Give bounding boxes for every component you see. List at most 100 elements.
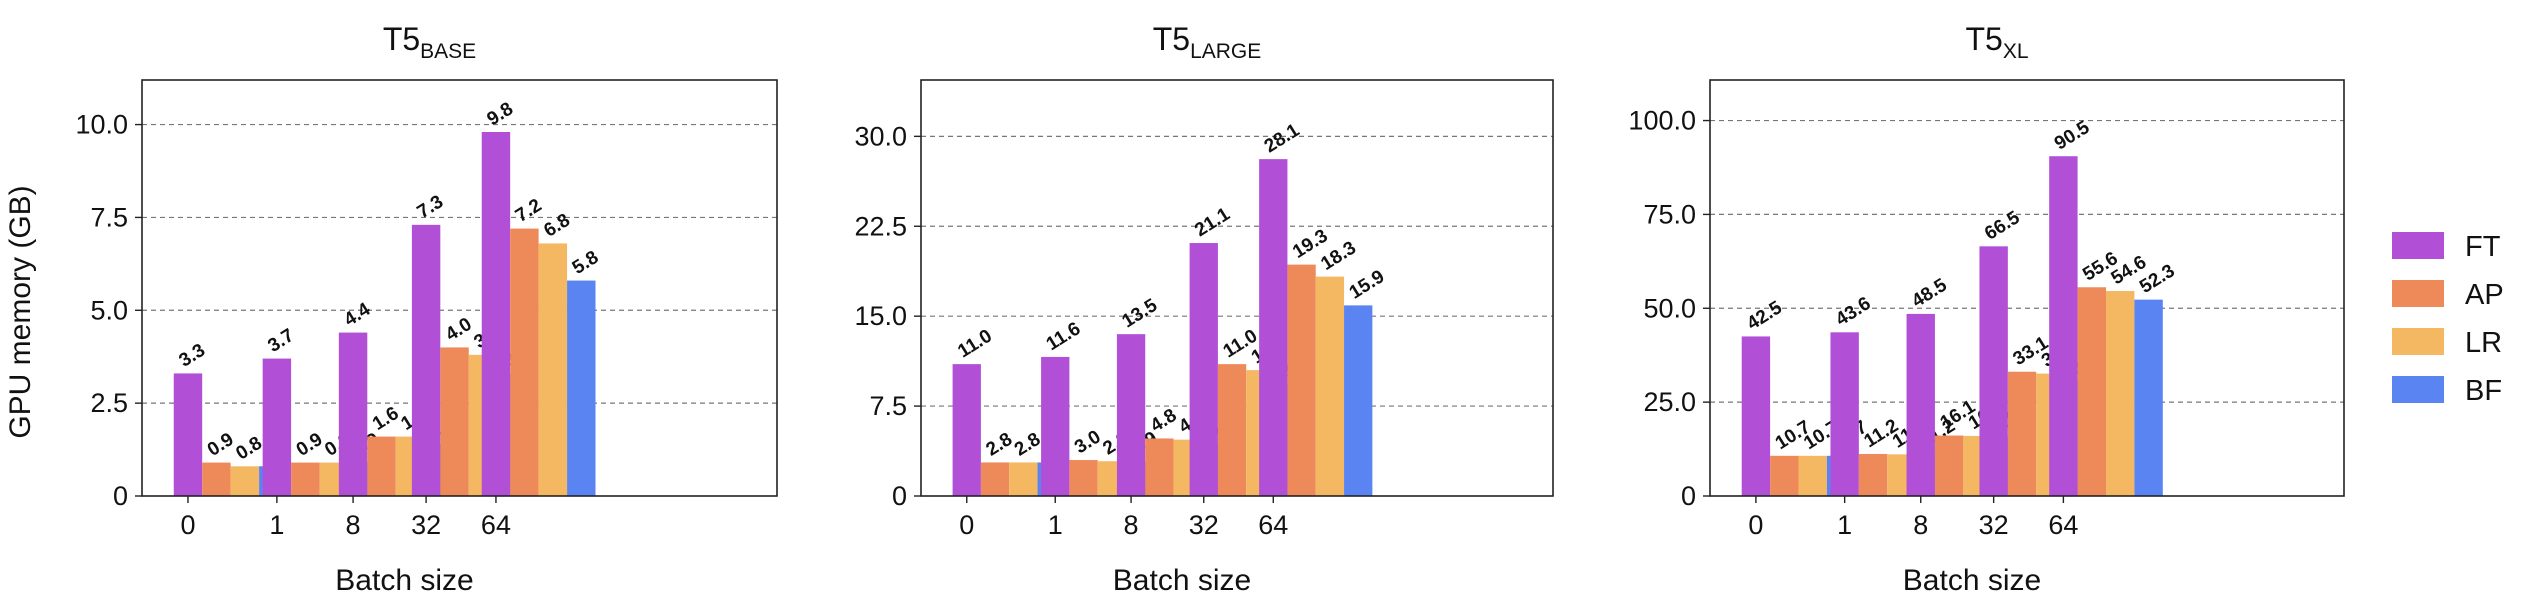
- x-tick-label: 64: [481, 510, 511, 540]
- bar-value-label: 3.3: [175, 340, 209, 372]
- bar-ap: [440, 347, 469, 496]
- y-tick-label: 7.5: [869, 391, 907, 421]
- bar-ap: [1287, 264, 1316, 496]
- bar-ft: [411, 224, 441, 496]
- y-tick-label: 30.0: [854, 121, 907, 151]
- bar-ft: [1830, 332, 1859, 496]
- bar-ap: [202, 462, 231, 496]
- y-tick-label: 15.0: [854, 301, 907, 331]
- bar-ft: [1189, 243, 1218, 496]
- x-tick-label: 8: [1913, 510, 1928, 540]
- bar-ft: [262, 358, 292, 496]
- chart-panel-0: T5BASE02.55.07.510.03.30.90.80.803.70.90…: [75, 21, 778, 597]
- bar-value-label: 21.1: [1191, 204, 1234, 242]
- x-axis-title: Batch size: [1113, 564, 1251, 597]
- x-tick-label: 0: [959, 510, 974, 540]
- bar-ft: [2049, 156, 2078, 496]
- chart-legend: FT AP LR BF: [2392, 231, 2504, 407]
- bar-ap: [980, 462, 1010, 496]
- y-tick-label: 0: [1681, 481, 1696, 511]
- x-axis-title: Batch size: [1903, 564, 2041, 597]
- bar-ap: [510, 228, 539, 497]
- y-tick-label: 2.5: [90, 388, 128, 418]
- chart-panel-1: T5LARGE07.515.022.530.011.02.82.82.8011.…: [854, 21, 1554, 597]
- bar-value-label: 6.8: [540, 210, 574, 242]
- bar-lr: [1009, 462, 1038, 496]
- legend-swatch-lr: [2392, 328, 2444, 355]
- y-tick-label: 22.5: [854, 211, 907, 241]
- x-tick-label: 1: [1048, 510, 1063, 540]
- y-tick-label: 5.0: [90, 295, 128, 325]
- bar-value-label: 7.2: [512, 195, 546, 227]
- bar-value-label: 13.5: [1119, 295, 1162, 333]
- x-tick-label: 64: [2048, 510, 2078, 540]
- y-tick-label: 0: [113, 481, 128, 511]
- plot-area: [141, 79, 778, 497]
- legend-label: FT: [2465, 231, 2501, 263]
- bar-value-label: 0.9: [204, 429, 238, 461]
- chart-panel-2: T5XL025.050.075.0100.042.510.710.710.704…: [1628, 21, 2345, 597]
- bar-bf: [2134, 299, 2163, 496]
- bar-ft: [952, 364, 981, 496]
- bar-ft: [1259, 159, 1288, 497]
- legend-label: BF: [2465, 375, 2502, 407]
- y-tick-label: 25.0: [1643, 387, 1696, 417]
- bar-ft: [338, 332, 368, 496]
- bar-ft: [173, 373, 203, 496]
- bar-lr: [2105, 291, 2135, 496]
- bar-value-label: 43.6: [1832, 293, 1874, 330]
- bar-ap: [1217, 364, 1247, 496]
- bar-value-label: 9.8: [483, 98, 517, 130]
- bar-value-label: 66.5: [1981, 207, 2024, 245]
- y-tick-label: 75.0: [1643, 199, 1696, 229]
- panel-title: T5XL: [1965, 21, 2028, 63]
- bar-ap: [367, 436, 396, 496]
- y-tick-label: 100.0: [1628, 106, 1696, 136]
- x-tick-label: 32: [1979, 510, 2009, 540]
- bar-ft: [1041, 356, 1070, 496]
- bar-value-label: 48.5: [1908, 275, 1951, 313]
- panel-title: T5LARGE: [1153, 21, 1262, 63]
- bar-bf: [1344, 305, 1373, 496]
- bar-ft: [1906, 313, 1935, 496]
- bar-ap: [291, 462, 320, 496]
- bar-lr: [538, 243, 568, 496]
- bar-ap: [1858, 453, 1888, 496]
- x-axis-title: Batch size: [335, 564, 473, 597]
- bar-ap: [2007, 371, 2037, 496]
- plot-area: [920, 79, 1554, 497]
- bar-value-label: 7.3: [414, 191, 448, 223]
- bar-value-label: 42.5: [1743, 297, 1786, 335]
- legend-label: LR: [2465, 327, 2502, 359]
- bar-ft: [1979, 246, 2008, 496]
- bar-ft: [1116, 334, 1146, 496]
- x-tick-label: 0: [180, 510, 195, 540]
- x-tick-label: 1: [1837, 510, 1852, 540]
- y-tick-label: 10.0: [75, 110, 128, 140]
- chart-panels: T5BASE02.55.07.510.03.30.90.80.803.70.90…: [75, 21, 2345, 597]
- bar-lr: [1798, 455, 1827, 496]
- x-tick-label: 32: [411, 510, 441, 540]
- panel-title: T5BASE: [383, 21, 476, 63]
- bar-value-label: 11.6: [1043, 318, 1085, 355]
- bar-ap: [1934, 435, 1964, 496]
- bar-value-label: 5.8: [569, 247, 603, 279]
- bar-value-label: 11.0: [954, 326, 996, 363]
- bar-ap: [1770, 455, 1799, 496]
- legend-swatch-bf: [2392, 376, 2444, 403]
- bar-value-label: 15.9: [1346, 266, 1388, 303]
- y-tick-label: 0: [892, 481, 907, 511]
- bar-ap: [1069, 460, 1098, 496]
- bar-ap: [2077, 287, 2106, 496]
- x-tick-label: 0: [1748, 510, 1763, 540]
- legend-label: AP: [2465, 279, 2504, 311]
- bar-bf: [567, 280, 596, 496]
- x-tick-label: 8: [1124, 510, 1139, 540]
- x-tick-label: 8: [346, 510, 361, 540]
- bar-ft: [481, 132, 511, 496]
- bar-value-label: 28.1: [1261, 120, 1304, 158]
- bar-value-label: 4.4: [341, 299, 375, 331]
- bar-value-label: 4.0: [442, 314, 476, 346]
- bar-lr: [230, 466, 260, 496]
- bar-value-label: 3.7: [264, 325, 298, 357]
